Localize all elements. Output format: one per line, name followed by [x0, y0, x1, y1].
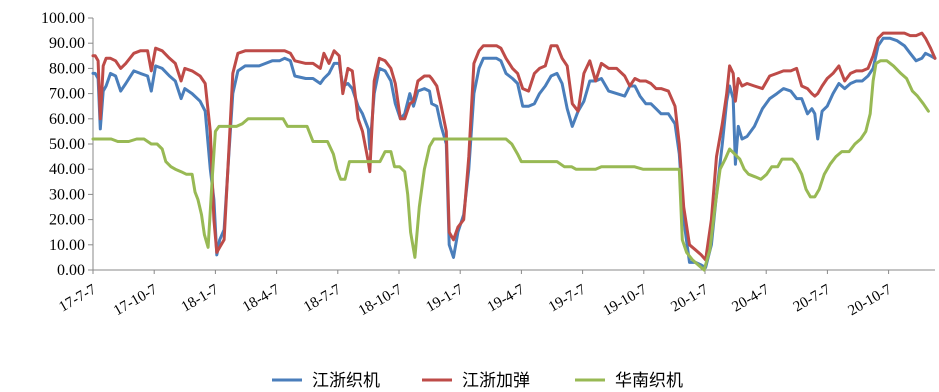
x-tick-label: 19-1-7: [424, 281, 467, 315]
y-tick-label: 20.00: [49, 212, 85, 229]
x-tick-label: 19-7-7: [546, 281, 589, 315]
x-tick-label: 20-7-7: [791, 281, 834, 315]
x-tick-label: 18-4-7: [240, 281, 283, 315]
y-tick-label: 0.00: [57, 262, 85, 279]
x-tick-label: 17-10-7: [111, 281, 161, 319]
y-axis: 0.00 10.00 20.00 30.00 40.00 50.00 60.00 70.00 8…: [41, 10, 94, 279]
y-tick-label: 10.00: [49, 237, 85, 254]
y-tick-label: 100.00: [41, 10, 85, 27]
legend-label-1: 江浙织机: [312, 371, 380, 391]
x-axis: 17-7-7 17-10-7 18-1-7 18-4-7 18-7-7 18-10-7 19…: [56, 269, 935, 319]
x-tick-label: 18-1-7: [179, 281, 222, 315]
y-tick-label: 30.00: [49, 186, 85, 203]
x-tick-label: 17-7-7: [56, 281, 99, 315]
x-tick-label: 20-1-7: [668, 281, 711, 315]
y-tick-label: 40.00: [49, 161, 85, 178]
y-tick-label: 70.00: [49, 86, 85, 103]
y-tick-label: 90.00: [49, 35, 85, 52]
y-tick-label: 80.00: [49, 60, 85, 77]
series-line-2: [91, 31, 937, 262]
x-tick-label: 20-4-7: [730, 281, 773, 315]
y-tick-label: 60.00: [49, 111, 85, 128]
legend-label-3: 华南织机: [615, 371, 683, 391]
x-tick-label: 18-10-7: [356, 281, 406, 319]
series-line-3: [91, 59, 930, 272]
x-tick-label: 20-10-7: [845, 281, 895, 319]
y-tick-label: 50.00: [49, 136, 85, 153]
x-tick-label: 18-7-7: [301, 281, 344, 315]
series-layer: [91, 31, 937, 272]
series-line-1: [91, 36, 937, 269]
legend: 江浙织机 江浙加弹 华南织机: [272, 371, 683, 391]
x-tick-label: 19-10-7: [601, 281, 651, 319]
legend-label-2: 江浙加弹: [462, 371, 530, 391]
x-tick-label: 19-4-7: [485, 281, 528, 315]
